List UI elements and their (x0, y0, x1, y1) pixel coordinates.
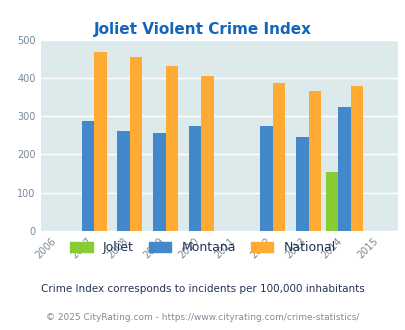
Bar (350, 86, 362, 231)
Bar (81, 121, 94, 231)
Legend: Joliet, Montana, National: Joliet, Montana, National (65, 236, 340, 259)
Bar (165, 66, 178, 231)
Bar (260, 126, 272, 231)
Bar (272, 83, 285, 231)
Bar (94, 52, 107, 231)
Bar (325, 172, 337, 231)
Bar (295, 137, 308, 231)
Bar (308, 91, 320, 231)
Bar (201, 76, 213, 231)
Bar (130, 57, 142, 231)
Text: © 2025 CityRating.com - https://www.cityrating.com/crime-statistics/: © 2025 CityRating.com - https://www.city… (46, 313, 359, 322)
Bar (117, 131, 130, 231)
Text: Joliet Violent Crime Index: Joliet Violent Crime Index (94, 22, 311, 37)
Bar (337, 107, 350, 231)
Bar (153, 133, 165, 231)
Text: Crime Index corresponds to incidents per 100,000 inhabitants: Crime Index corresponds to incidents per… (41, 284, 364, 294)
Bar (188, 126, 201, 231)
